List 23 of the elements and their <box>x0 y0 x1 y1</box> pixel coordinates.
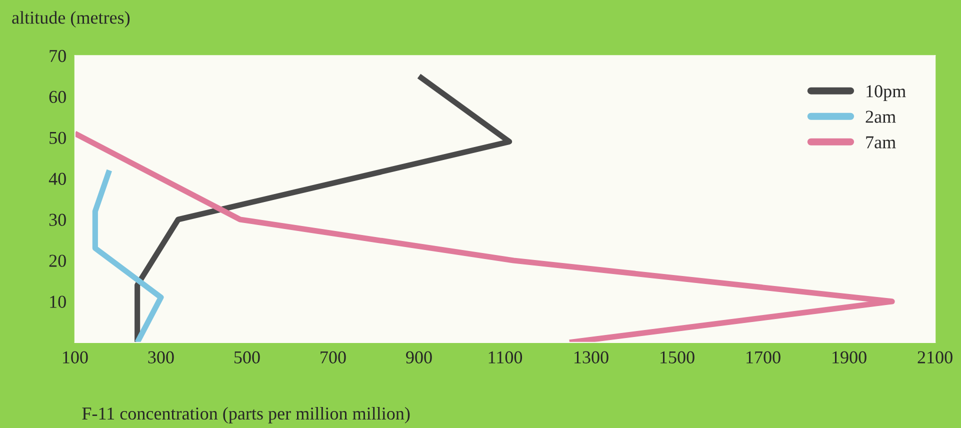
x-tick-label: 1100 <box>488 351 522 364</box>
x-tick-label: 500 <box>234 351 260 364</box>
y-tick-label: 40 <box>48 172 66 185</box>
legend-label: 10pm <box>866 85 906 102</box>
x-tick-label: 2100 <box>918 351 952 364</box>
y-tick-label: 30 <box>49 214 66 226</box>
x-tick-label: 1500 <box>660 351 694 364</box>
x-tick-label: 700 <box>320 351 346 364</box>
y-tick-label: 20 <box>49 254 66 267</box>
y-tick-label: 60 <box>49 90 66 104</box>
x-axis-title: F-11 concentration (parts per million million) <box>82 406 410 424</box>
x-tick-label: 900 <box>406 351 432 364</box>
legend-label: 7am <box>866 136 896 148</box>
x-tick-label: 1900 <box>832 351 866 364</box>
y-tick-label: 10 <box>50 296 66 308</box>
x-tick-label: 100 <box>63 351 88 364</box>
x-tick-label: 300 <box>148 351 174 364</box>
x-tick-label: 1700 <box>746 351 780 364</box>
y-tick-label: 50 <box>50 132 66 144</box>
y-tick-label: 70 <box>50 50 66 62</box>
y-axis-title: altitude (metres) <box>12 11 130 28</box>
legend-label: 2am <box>866 110 896 123</box>
x-tick-label: 1300 <box>574 351 608 364</box>
